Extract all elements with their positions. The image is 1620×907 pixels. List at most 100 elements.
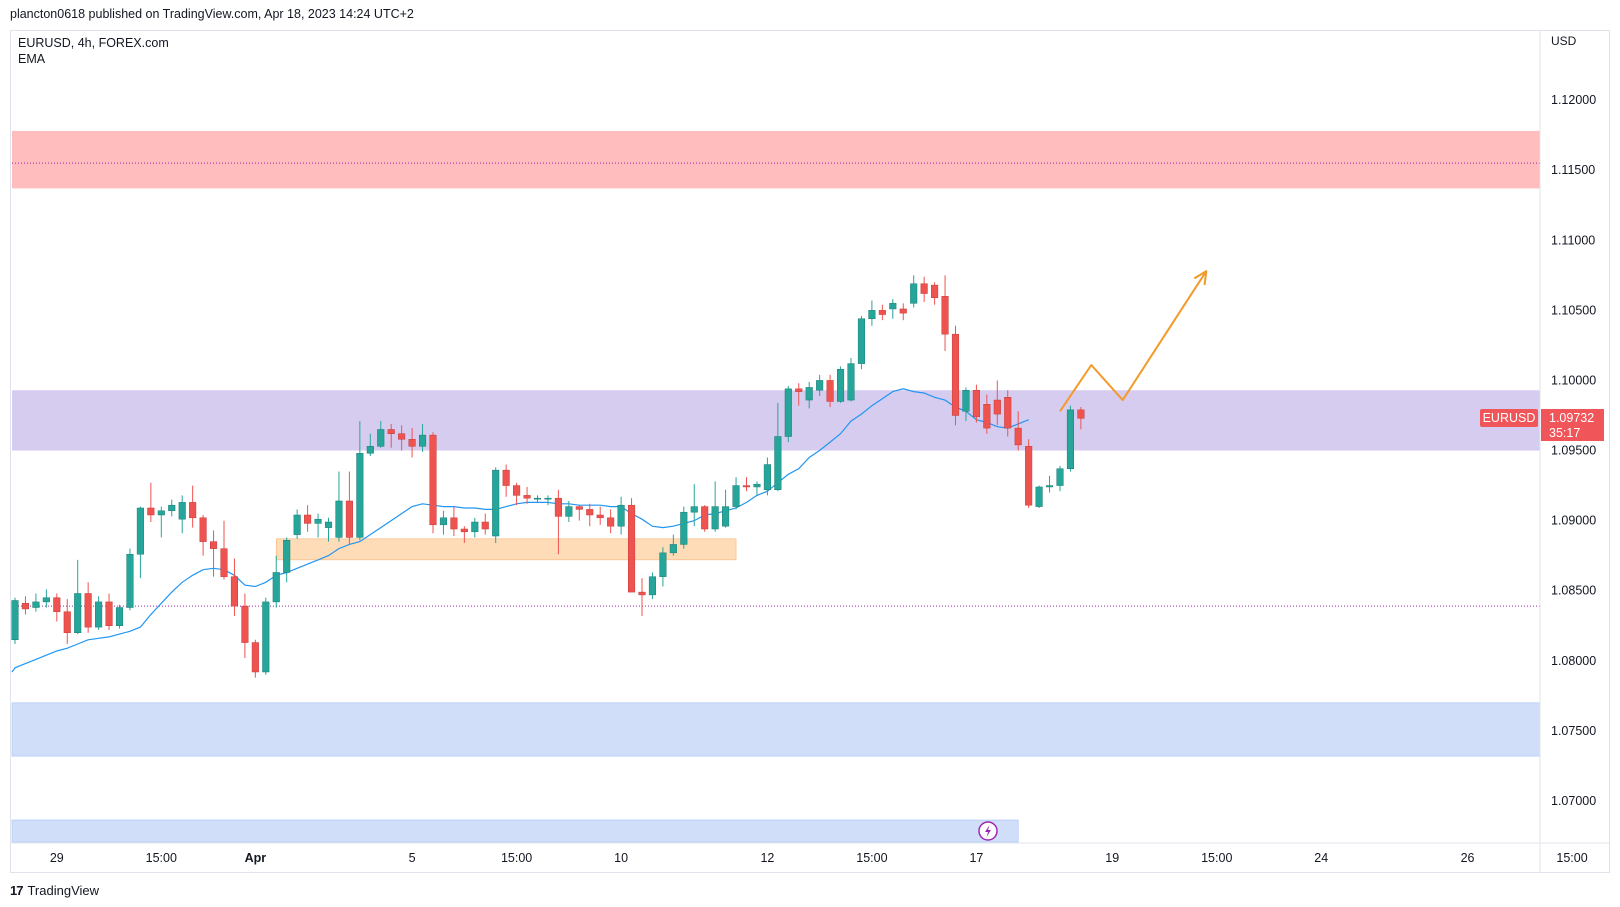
candle-body xyxy=(439,517,447,526)
candle xyxy=(910,275,918,308)
candle-body xyxy=(565,506,573,517)
session-bar xyxy=(11,819,1019,843)
candle-body xyxy=(1056,468,1064,486)
candle xyxy=(868,300,876,326)
candle-body xyxy=(53,597,61,612)
y-tick-label: 1.07000 xyxy=(1551,794,1596,808)
candle xyxy=(983,394,991,434)
flash-icon[interactable] xyxy=(978,821,998,841)
projection-layer xyxy=(1059,270,1208,412)
candle-body xyxy=(157,510,165,516)
candle xyxy=(722,489,730,528)
y-tick-label: 1.10500 xyxy=(1551,303,1596,317)
x-tick-label: 15:00 xyxy=(856,851,887,865)
candle-body xyxy=(293,514,301,535)
candle-body xyxy=(136,507,144,555)
chart-legend: EURUSD, 4h, FOREX.com EMA xyxy=(18,35,169,67)
candle xyxy=(21,596,29,615)
candle-body xyxy=(607,517,615,527)
tradingview-footer[interactable]: 17 TradingView xyxy=(10,883,99,898)
x-tick-label: 15:00 xyxy=(1556,851,1587,865)
y-tick-label: 1.12000 xyxy=(1551,93,1596,107)
candle xyxy=(920,276,928,302)
candle-body xyxy=(84,593,92,628)
price-chart[interactable]: USD 1.120001.115001.110001.105001.100001… xyxy=(0,0,1620,880)
candle xyxy=(126,548,134,611)
candle-body xyxy=(189,502,197,519)
x-tick-layer: 29 15:00 Apr 5 15:00 10 12 15:00 17 19 15:00 24 26 15… xyxy=(50,851,1588,865)
candle-body xyxy=(690,506,698,513)
candle xyxy=(502,464,510,497)
candle xyxy=(147,482,155,523)
candle-countdown: 35:17 xyxy=(1549,426,1580,440)
candle-body xyxy=(857,318,866,364)
y-tick-label: 1.11500 xyxy=(1551,163,1595,177)
levels-layer xyxy=(11,605,1540,843)
candle xyxy=(377,421,385,448)
candle xyxy=(993,380,1001,426)
candle xyxy=(272,555,280,608)
candle xyxy=(95,596,103,630)
candle xyxy=(230,558,238,616)
tradingview-logo-icon: 17 xyxy=(10,883,24,898)
candle-body xyxy=(680,511,688,545)
candle xyxy=(554,489,562,555)
candle xyxy=(701,505,709,532)
candle xyxy=(774,402,782,492)
candle-body xyxy=(983,404,991,429)
candle xyxy=(262,597,270,675)
candle-body xyxy=(742,485,751,488)
candle-body xyxy=(669,544,677,554)
candle xyxy=(931,282,939,305)
x-tick-label: 15:00 xyxy=(501,851,532,865)
candle xyxy=(1046,475,1054,493)
candle xyxy=(251,639,259,678)
candle-body xyxy=(502,469,510,486)
y-tick-label: 1.09500 xyxy=(1551,444,1596,458)
candle xyxy=(941,275,949,351)
candle-body xyxy=(220,548,228,577)
x-tick-label: 10 xyxy=(614,851,628,865)
candle xyxy=(847,358,855,402)
candle-body xyxy=(450,517,458,530)
x-tick-label: 26 xyxy=(1461,851,1475,865)
legend-symbol: EURUSD, 4h, FOREX.com xyxy=(18,36,169,50)
candle-body xyxy=(460,528,468,533)
candle-body xyxy=(251,642,259,673)
candle xyxy=(628,498,636,593)
candle-body xyxy=(774,436,782,491)
candle xyxy=(742,477,751,492)
demand-zone xyxy=(275,538,737,561)
candle xyxy=(826,374,834,408)
candle xyxy=(53,593,61,622)
candle-body xyxy=(701,506,709,530)
candle xyxy=(11,597,19,644)
candle-body xyxy=(304,514,312,524)
x-tick-label: 24 xyxy=(1314,851,1328,865)
candle-body xyxy=(419,434,427,447)
x-tick-label: 17 xyxy=(969,851,983,865)
candle-body xyxy=(105,601,113,626)
candle xyxy=(857,315,866,370)
candle-body xyxy=(962,389,970,412)
price-axis: USD xyxy=(10,30,1610,872)
candle xyxy=(492,467,500,544)
candle xyxy=(962,387,970,422)
candle-body xyxy=(1035,486,1043,507)
symbol-price-tag-label: EURUSD xyxy=(1483,411,1536,425)
candle-body xyxy=(168,504,176,512)
candle-body xyxy=(805,387,813,401)
candle-body xyxy=(951,333,960,416)
candle xyxy=(314,513,322,538)
candle xyxy=(1025,439,1033,508)
candle xyxy=(398,425,406,451)
candle xyxy=(617,496,625,535)
candle-body xyxy=(1077,409,1085,419)
candle xyxy=(220,520,228,580)
candle xyxy=(533,495,542,503)
legend-indicator: EMA xyxy=(18,52,46,66)
candle xyxy=(544,495,552,506)
candle xyxy=(199,514,207,556)
candle xyxy=(168,499,176,517)
candle xyxy=(816,374,824,396)
